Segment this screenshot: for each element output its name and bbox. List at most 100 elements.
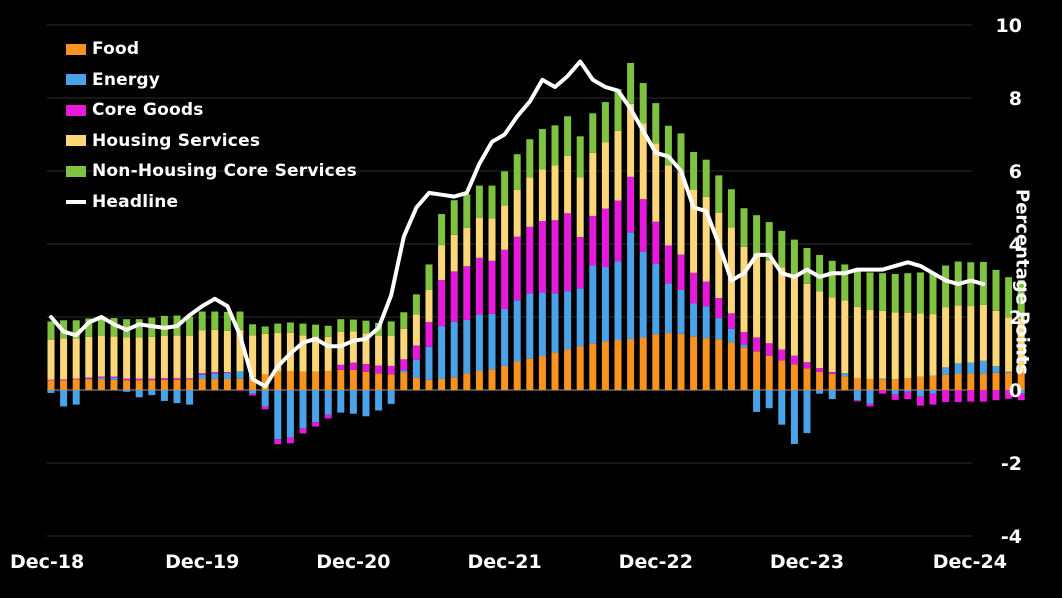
bar-food	[173, 379, 181, 390]
bar-housing-services	[765, 260, 773, 344]
bar-energy	[967, 362, 975, 374]
bar-energy	[249, 390, 257, 394]
bar-food	[740, 347, 748, 390]
bar-core-goods	[551, 220, 559, 294]
bar-non-housing-core-services	[538, 129, 546, 170]
bar-energy	[375, 390, 383, 411]
y-tick-label: 0	[1009, 380, 1022, 402]
legend-item-energy: Energy	[66, 65, 357, 96]
bar-food	[904, 377, 912, 390]
bar-housing-services	[135, 337, 143, 379]
bar-food	[324, 371, 332, 390]
bar-housing-services	[677, 172, 685, 255]
bar-non-housing-core-services	[438, 214, 446, 246]
bar-housing-services	[904, 312, 912, 378]
legend-swatch-food	[66, 43, 86, 55]
bar-energy	[879, 378, 887, 380]
bar-food	[425, 379, 433, 390]
bar-energy	[790, 390, 798, 445]
bar-core-goods	[677, 254, 685, 290]
bar-food	[677, 333, 685, 390]
bar-energy	[551, 293, 559, 353]
bar-non-housing-core-services	[790, 239, 798, 276]
bar-food	[160, 379, 168, 390]
bar-food	[639, 337, 647, 390]
bar-non-housing-core-services	[110, 318, 118, 337]
bar-housing-services	[1005, 317, 1013, 372]
bar-housing-services	[828, 297, 836, 373]
bar-energy	[841, 373, 849, 377]
bar-non-housing-core-services	[362, 320, 370, 334]
x-tick-label: Dec-19	[165, 551, 239, 573]
bar-energy	[891, 390, 899, 395]
bar-core-goods	[790, 355, 798, 365]
legend-item-housing-services: Housing Services	[66, 126, 357, 157]
bar-food	[211, 379, 219, 390]
bar-housing-services	[261, 333, 269, 375]
bar-core-goods	[412, 345, 420, 360]
bar-energy	[72, 390, 80, 405]
bar-non-housing-core-services	[47, 321, 55, 340]
y-tick-label: -4	[1001, 526, 1022, 548]
bar-food	[992, 372, 1000, 390]
bar-core-goods	[85, 377, 93, 379]
bar-non-housing-core-services	[488, 185, 496, 219]
y-tick-label: 10	[996, 15, 1022, 37]
bar-non-housing-core-services	[236, 311, 244, 330]
bar-housing-services	[337, 331, 345, 365]
bar-energy	[853, 390, 861, 401]
y-tick-label: 8	[1009, 88, 1022, 110]
bar-energy	[576, 288, 584, 347]
bar-food	[337, 369, 345, 390]
bar-non-housing-core-services	[97, 317, 105, 336]
bar-non-housing-core-services	[349, 319, 357, 332]
bar-food	[349, 369, 357, 390]
bar-non-housing-core-services	[261, 326, 269, 334]
bar-core-goods	[727, 313, 735, 329]
bar-energy	[778, 390, 786, 425]
bar-food	[362, 371, 370, 390]
legend-item-non-housing-core-services: Non-Housing Core Services	[66, 156, 357, 187]
bar-housing-services	[690, 189, 698, 273]
bar-housing-services	[803, 283, 811, 363]
legend: Food Energy Core Goods Housing Services …	[66, 34, 357, 217]
bar-energy	[337, 390, 345, 413]
bar-non-housing-core-services	[223, 311, 231, 331]
bar-non-housing-core-services	[186, 316, 194, 336]
bar-core-goods	[564, 213, 572, 292]
legend-label-housing-services: Housing Services	[92, 130, 261, 151]
bar-core-goods	[942, 390, 950, 403]
bar-food	[551, 352, 559, 390]
bar-energy	[438, 326, 446, 380]
bar-food	[967, 373, 975, 390]
bar-energy	[740, 344, 748, 348]
bar-core-goods	[123, 378, 131, 381]
bar-housing-services	[375, 335, 383, 366]
bar-core-goods	[501, 249, 509, 309]
bar-housing-services	[438, 245, 446, 281]
bar-energy	[979, 360, 987, 374]
bar-housing-services	[866, 309, 874, 380]
bar-energy	[513, 300, 521, 362]
bar-non-housing-core-services	[463, 194, 471, 228]
legend-swatch-core-goods	[66, 104, 86, 116]
bar-non-housing-core-services	[85, 318, 93, 337]
bar-food	[400, 372, 408, 390]
bar-non-housing-core-services	[286, 322, 294, 333]
bar-food	[614, 339, 622, 390]
bar-core-goods	[148, 378, 156, 381]
bar-food	[828, 373, 836, 390]
bar-food	[727, 342, 735, 390]
legend-label-headline: Headline	[92, 191, 179, 212]
bar-non-housing-core-services	[324, 325, 332, 337]
bar-housing-services	[790, 275, 798, 356]
y-tick-labels: 10 8 6 4 2 0 -2 -4	[996, 15, 1022, 548]
bar-non-housing-core-services	[992, 269, 1000, 311]
bar-food	[765, 355, 773, 390]
bar-housing-services	[110, 336, 118, 377]
bar-non-housing-core-services	[526, 139, 534, 178]
bar-food	[60, 380, 68, 390]
bar-core-goods	[904, 391, 912, 400]
bar-core-goods	[979, 390, 987, 402]
bar-core-goods	[60, 379, 68, 381]
